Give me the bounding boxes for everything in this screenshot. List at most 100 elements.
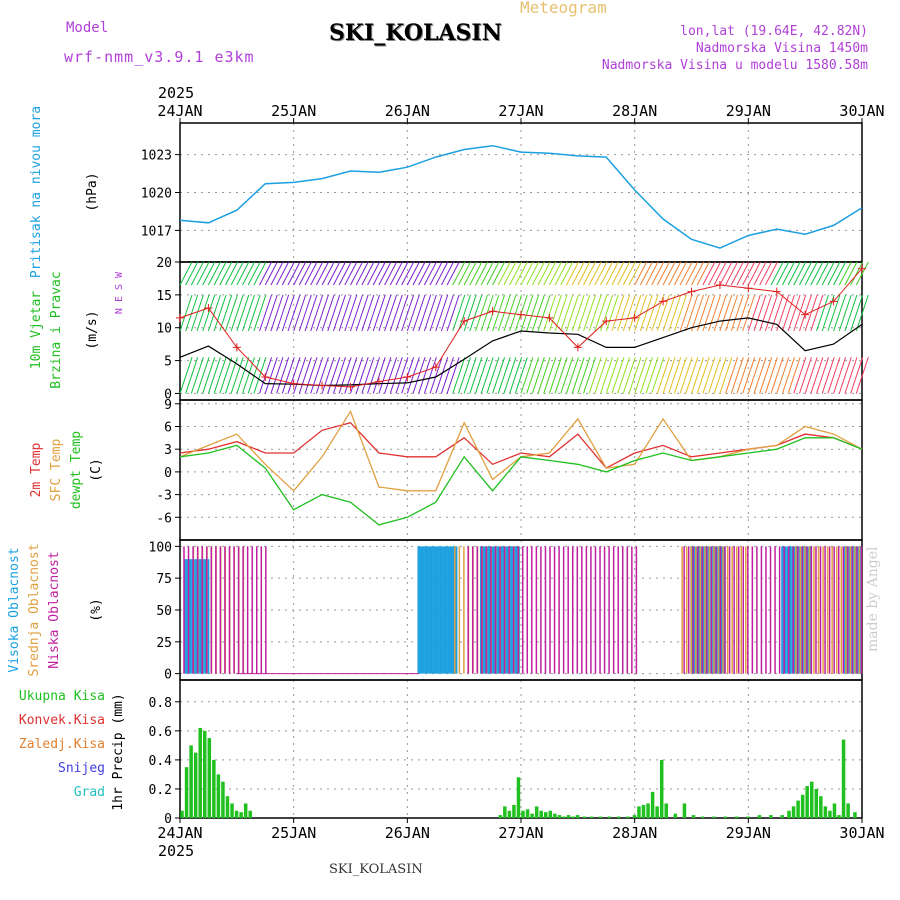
wind-barb <box>793 294 807 332</box>
wind-barb <box>355 357 369 394</box>
precip-bar <box>800 794 805 818</box>
gust-marker <box>176 313 184 322</box>
wind-barb <box>435 357 449 394</box>
wind-barb <box>702 294 716 332</box>
wind-barb <box>514 357 528 394</box>
pressure-panel-frame <box>179 122 863 263</box>
wind-barb <box>293 357 307 394</box>
wind-barb <box>645 294 659 332</box>
wind-barb <box>781 261 795 286</box>
wind-barb <box>236 357 250 394</box>
wind-barb <box>264 261 278 286</box>
precip-bar <box>837 815 841 818</box>
wind-barb <box>321 357 335 394</box>
precip-bar <box>234 810 239 818</box>
y-tick-label: 0 <box>164 668 172 683</box>
wind-barb <box>492 357 506 394</box>
temp-line-2 <box>179 437 863 526</box>
wind-barb <box>458 357 471 394</box>
wind-barb <box>753 261 767 286</box>
y-tick-label: 10 <box>156 322 172 337</box>
wind-barb <box>685 261 699 286</box>
wind-barb <box>554 261 568 286</box>
wind-barb <box>389 357 403 394</box>
wind-barb <box>423 261 437 286</box>
precip-bar <box>248 810 252 818</box>
wind-barb <box>611 294 625 332</box>
gust-marker <box>858 264 866 273</box>
wind-barb <box>401 261 415 286</box>
time-label-top: 29JAN <box>726 102 771 120</box>
wind-barb <box>503 357 517 394</box>
wind-barb <box>833 357 847 394</box>
wind-barb <box>526 294 540 332</box>
wind-barb <box>458 294 471 332</box>
wind-barb <box>270 261 284 286</box>
wind-barb <box>225 261 238 286</box>
wind-barb <box>560 357 574 394</box>
precip-bar <box>534 806 539 818</box>
wind-barb <box>656 261 670 286</box>
wind-barb <box>310 294 324 332</box>
precip-bar <box>221 781 225 818</box>
precip-bar <box>525 809 530 818</box>
wind-barb <box>696 294 710 332</box>
wind-barb <box>531 294 545 332</box>
wind-barb <box>418 294 432 332</box>
wind-barb <box>691 357 704 394</box>
wind-barb <box>378 261 392 286</box>
wind-barb <box>389 294 403 332</box>
wind-barb <box>548 357 562 394</box>
wind-barb <box>281 357 295 394</box>
wind-barb <box>338 294 352 332</box>
precip-bar <box>712 816 716 818</box>
wind-barb <box>537 294 551 332</box>
y-tick-label: 5 <box>164 355 172 370</box>
model-name: wrf-nmm_v3.9.1 e3km <box>64 48 255 66</box>
gust-marker <box>630 313 639 322</box>
wind-barb <box>605 357 619 394</box>
precip-bar <box>207 738 212 818</box>
wind-barb <box>389 261 403 286</box>
time-label-bottom: 26JAN <box>385 824 430 842</box>
gust-marker <box>687 287 696 296</box>
wind-barb <box>685 294 699 332</box>
wind-barb <box>713 357 727 394</box>
wind-barb <box>418 357 432 394</box>
wind-compass: N E S W <box>114 271 125 314</box>
precip-bar <box>521 810 525 818</box>
precip-bar <box>530 813 534 818</box>
wind-barb <box>855 261 869 286</box>
wind-barb <box>747 261 761 286</box>
wind-barb <box>469 357 483 394</box>
precip-panel-frame <box>179 679 863 819</box>
wind-barb <box>395 261 409 286</box>
wind-barb <box>776 357 790 394</box>
wind-barb <box>736 261 750 286</box>
wind-barb <box>270 294 284 332</box>
precip-bar <box>823 806 828 818</box>
wind-barb <box>742 261 756 286</box>
wind-barb <box>673 294 687 332</box>
precip-ylabel: 1hr Precip (mm) <box>111 693 126 810</box>
wind-barb <box>747 294 761 332</box>
wind-barb <box>281 261 295 286</box>
gust-marker <box>659 297 668 306</box>
gust-marker <box>488 307 497 316</box>
precip-bar <box>544 812 548 818</box>
station-altitude: Nadmorska Visina 1450m <box>695 41 868 56</box>
wind-barb <box>850 261 864 286</box>
gust-marker <box>573 343 582 352</box>
y-tick-label: 50 <box>156 604 172 619</box>
wind-barb <box>247 261 261 286</box>
wind-barb <box>645 261 659 286</box>
wind-barb <box>793 261 807 286</box>
wind-barb <box>310 261 324 286</box>
precip-bar <box>796 800 800 818</box>
wind-barb <box>622 261 636 286</box>
wind-barb <box>554 357 568 394</box>
gust-marker <box>801 310 810 319</box>
precip-bar <box>582 816 587 818</box>
wind-barb <box>833 294 847 332</box>
